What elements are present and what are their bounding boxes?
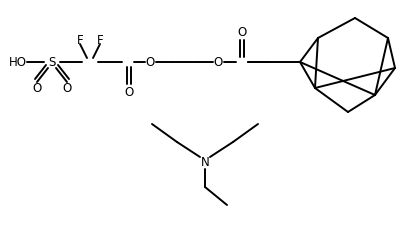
Text: S: S — [48, 55, 56, 68]
Text: O: O — [32, 82, 42, 95]
Text: O: O — [63, 82, 72, 95]
Text: O: O — [145, 55, 155, 68]
Text: F: F — [77, 33, 83, 46]
Text: O: O — [213, 55, 222, 68]
Text: O: O — [124, 85, 134, 98]
Text: O: O — [237, 25, 247, 38]
Text: HO: HO — [9, 55, 27, 68]
Text: N: N — [201, 155, 209, 169]
Text: F: F — [97, 33, 103, 46]
